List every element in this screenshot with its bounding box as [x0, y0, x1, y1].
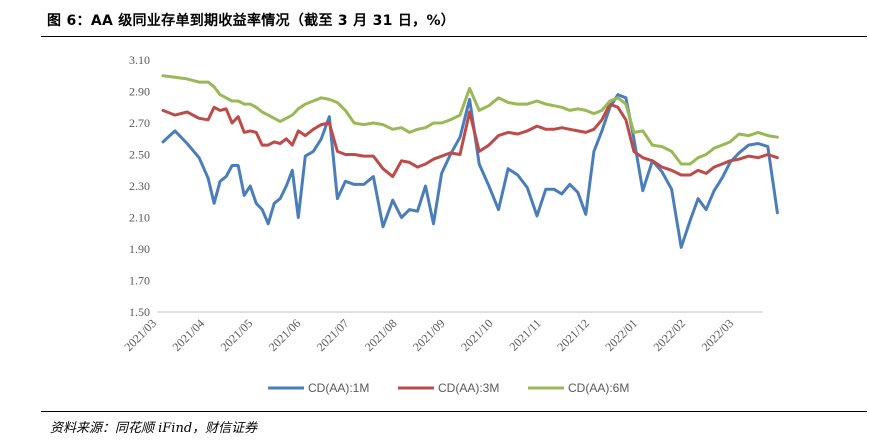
x-tick-label: 2022/01: [602, 316, 640, 354]
y-tick-label: 1.70: [129, 274, 150, 288]
x-tick-label: 2021/06: [266, 316, 304, 354]
x-tick-label: 2021/10: [458, 316, 496, 354]
y-tick-label: 2.30: [129, 179, 150, 193]
legend-label: CD(AA):3M: [438, 381, 499, 395]
x-tick-label: 2021/03: [121, 316, 159, 354]
x-tick-label: 2022/03: [699, 316, 737, 354]
x-tick-label: 2021/11: [506, 316, 543, 353]
x-tick-label: 2022/02: [650, 316, 688, 354]
x-tick-label: 2021/08: [362, 316, 400, 354]
x-tick-label: 2021/04: [169, 316, 207, 354]
x-axis: 2021/03 2021/04 2021/05 2021/06 2021/07 2021/…: [121, 312, 763, 354]
source-note: 资料来源：同花顺 iFind，财信证券: [50, 417, 257, 436]
y-axis: 3.10 2.90 2.70 2.50 2.30 2.10 1.90 1.70 1.50: [129, 53, 150, 319]
y-tick-label: 2.50: [129, 148, 150, 162]
x-tick-label: 2021/12: [554, 316, 592, 354]
y-tick-label: 2.10: [129, 211, 150, 225]
legend-label: CD(AA):1M: [308, 381, 369, 395]
y-tick-label: 3.10: [129, 53, 150, 67]
x-tick-label: 2021/07: [314, 316, 352, 354]
y-tick-label: 1.90: [129, 242, 150, 256]
series-layer: [163, 76, 777, 248]
legend-label: CD(AA):6M: [568, 381, 629, 395]
x-tick-label: 2021/05: [218, 316, 256, 354]
legend: CD(AA):1M CD(AA):3M CD(AA):6M: [268, 381, 629, 395]
y-tick-label: 2.90: [129, 85, 150, 99]
footer-divider: [41, 411, 867, 412]
y-tick-label: 1.50: [129, 305, 150, 319]
series-line: [163, 104, 777, 177]
y-tick-label: 2.70: [129, 116, 150, 130]
x-tick-label: 2021/09: [410, 316, 448, 354]
